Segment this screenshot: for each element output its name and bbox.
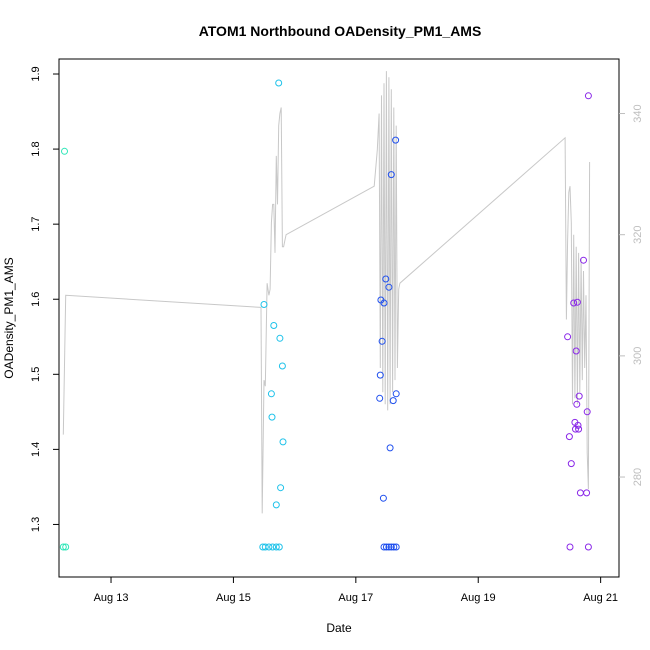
data-point [387, 543, 395, 551]
x-axis-label: Date [326, 621, 352, 635]
x-tick-label: Aug 19 [461, 592, 496, 604]
x-tick-label: Aug 15 [216, 592, 251, 604]
data-point [270, 322, 278, 329]
data-point [392, 543, 400, 551]
data-point [276, 334, 284, 342]
data-point [278, 362, 286, 370]
y-tick-label: 1.9 [30, 66, 42, 81]
x-tick-label: Aug 13 [94, 592, 129, 604]
x-tick-label: Aug 17 [338, 592, 373, 604]
data-point [59, 543, 67, 551]
y-axis-label: OADensity_PM1_AMS [2, 257, 16, 378]
data-point [268, 413, 276, 421]
data-point [583, 489, 591, 497]
plot-frame [58, 58, 620, 578]
data-point [378, 337, 386, 345]
data-point [567, 460, 575, 468]
y-tick-label: 1.4 [30, 442, 42, 457]
secondary-line-layer [62, 71, 591, 514]
data-point [576, 489, 584, 497]
data-point [269, 543, 277, 551]
data-point [575, 425, 583, 433]
y-axis: 1.3 1.4 1.5 1.6 1.7 1.8 1.9 [30, 66, 59, 532]
data-point [279, 438, 287, 446]
data-point [275, 79, 283, 87]
y-tick-label: 1.6 [30, 292, 42, 307]
data-point [392, 136, 400, 144]
data-point [376, 371, 384, 379]
data-point [385, 543, 393, 551]
data-point [385, 283, 393, 291]
data-point [583, 408, 591, 416]
data-point [584, 92, 592, 100]
data-point [387, 171, 395, 179]
data-point [584, 543, 592, 551]
data-point [565, 433, 573, 441]
data-point [390, 543, 398, 551]
data-point [572, 347, 580, 355]
data-point [392, 390, 400, 398]
data-point [275, 543, 283, 551]
data-point [564, 333, 572, 341]
data-point [277, 484, 285, 492]
data-point [570, 299, 578, 307]
chart-title: ATOM1 Northbound OADensity_PM1_AMS [199, 23, 482, 39]
data-point [267, 390, 275, 398]
data-point [62, 543, 70, 551]
y-tick-label: 1.7 [30, 217, 42, 232]
data-point [566, 543, 574, 551]
data-point [573, 298, 581, 306]
y-tick-label: 1.8 [30, 141, 42, 156]
data-point [574, 421, 582, 429]
secondary-line [62, 71, 591, 514]
data-point [379, 494, 387, 502]
data-point [265, 543, 273, 551]
y-tick-label: 1.3 [30, 517, 42, 532]
data-point [272, 543, 280, 551]
data-point [580, 256, 587, 264]
y2-tick-label: 300 [632, 347, 644, 365]
y2-tick-label: 280 [632, 468, 644, 486]
y2-tick-label: 340 [632, 104, 644, 122]
data-point [573, 400, 581, 408]
y-tick-label: 1.5 [30, 367, 42, 382]
data-point [272, 501, 280, 509]
data-point [380, 543, 388, 551]
x-tick-label: Aug 21 [583, 592, 618, 604]
data-point [376, 394, 384, 402]
data-point [61, 147, 68, 155]
data-point [382, 543, 390, 551]
x-axis: Aug 13 Aug 15 Aug 17 Aug 19 Aug 21 [94, 577, 618, 604]
data-point [261, 543, 269, 551]
points-layer [59, 79, 592, 551]
data-point [575, 392, 583, 400]
secondary-y-axis: 280 300 320 340 [619, 104, 644, 486]
data-point [386, 444, 394, 452]
data-point [382, 275, 390, 283]
y2-tick-label: 320 [632, 226, 644, 244]
data-point [260, 301, 268, 308]
data-point [389, 397, 397, 405]
data-point [380, 299, 388, 307]
